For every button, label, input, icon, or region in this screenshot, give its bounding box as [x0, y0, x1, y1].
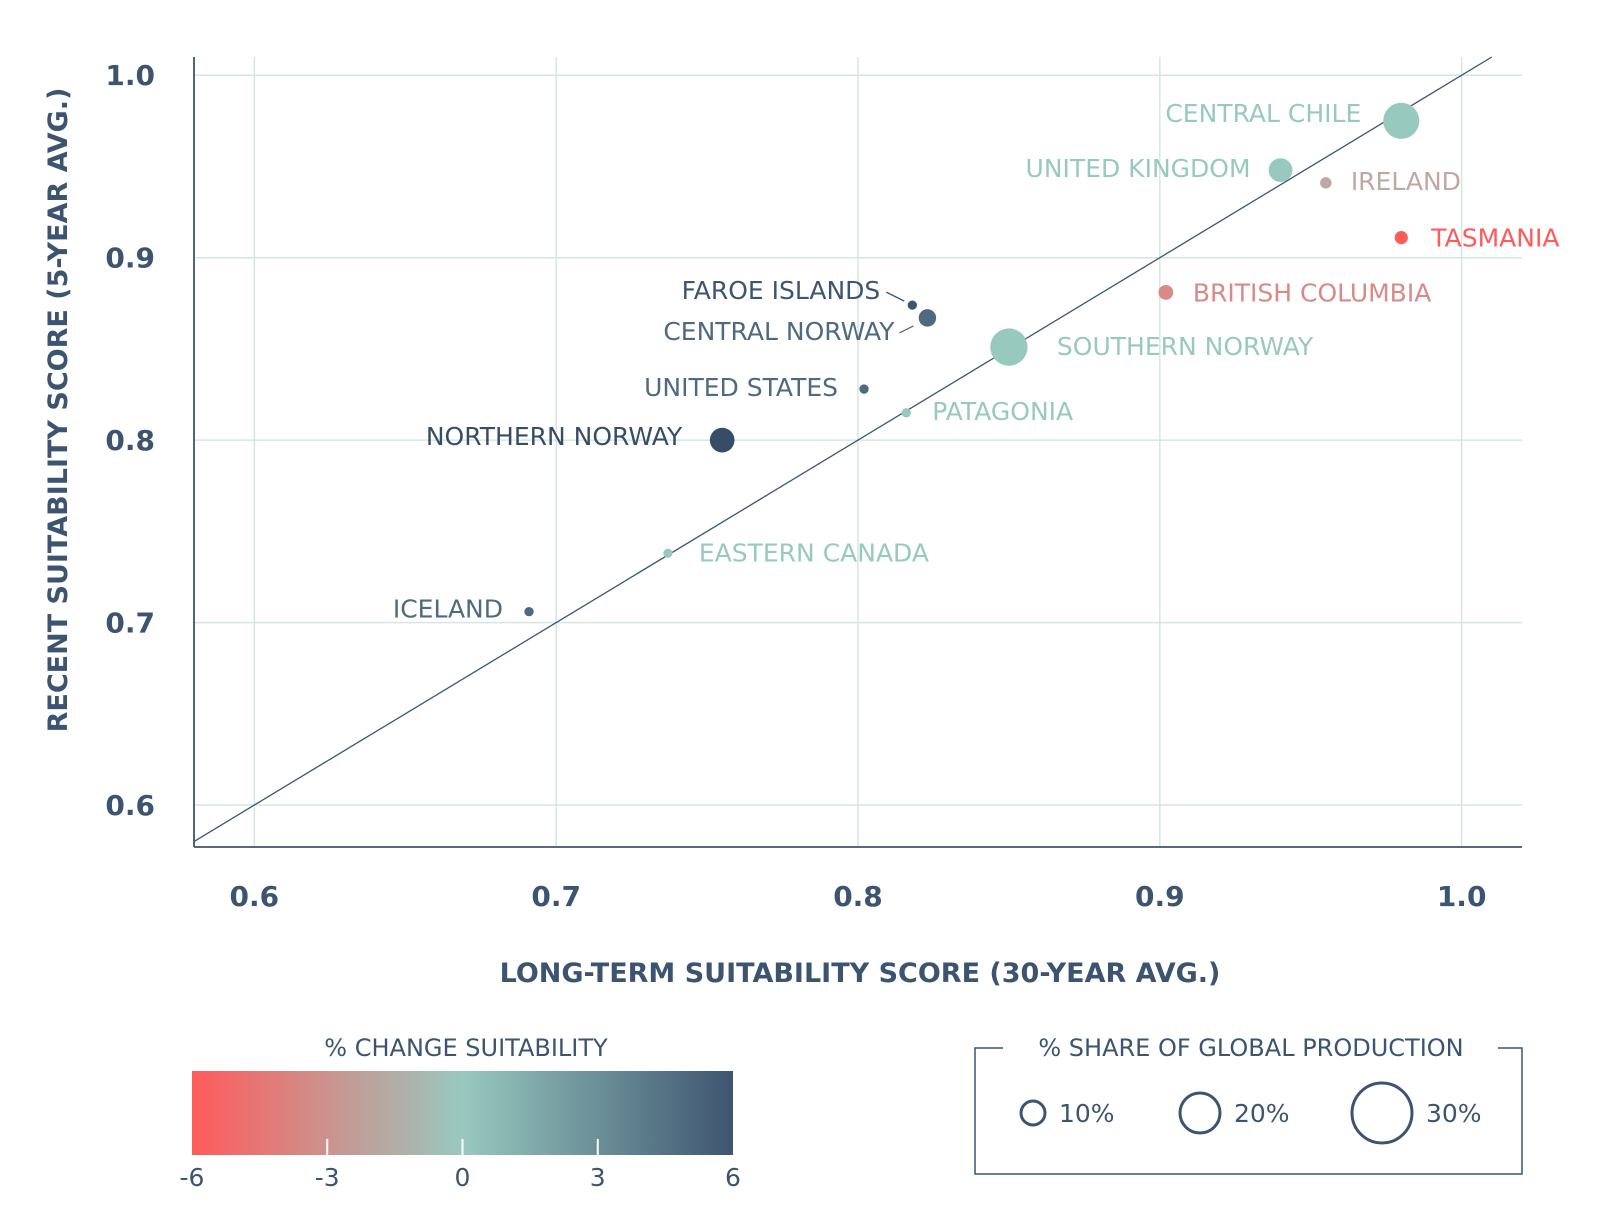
- point-labels: CENTRAL CHILE UNITED KINGDOM IRELAND TASMAN…: [393, 99, 1560, 624]
- point-northern-norway: [709, 427, 735, 453]
- reference-line-layer: [193, 56, 1493, 843]
- label-southern-norway: SOUTHERN NORWAY: [1057, 332, 1314, 361]
- label-british-columbia: BRITISH COLUMBIA: [1193, 278, 1431, 307]
- color-legend-tick-label: 0: [455, 1163, 471, 1192]
- point-tasmania: [1394, 231, 1408, 245]
- color-legend-tick-label: 3: [590, 1163, 606, 1192]
- color-legend-title: % CHANGE SUITABILITY: [324, 1034, 608, 1062]
- x-tick-label: 0.8: [833, 880, 883, 913]
- point-ireland: [1320, 177, 1332, 189]
- point-eastern-canada: [663, 548, 673, 558]
- color-legend-tick-label: -3: [315, 1163, 340, 1192]
- label-central-chile: CENTRAL CHILE: [1165, 99, 1361, 128]
- size-legend-circle: [1178, 1091, 1222, 1135]
- y-tick-labels: 0.6 0.7 0.8 0.9 1.0: [105, 59, 155, 822]
- label-northern-norway: NORTHERN NORWAY: [426, 422, 683, 451]
- size-legend-items: 10% 20% 30%: [1019, 1081, 1482, 1145]
- point-patagonia: [901, 408, 911, 418]
- point-central-chile: [1383, 102, 1420, 139]
- y-tick-label: 0.8: [105, 424, 155, 457]
- y-axis-label: RECENT SUITABILITY SCORE (5-YEAR AVG.): [43, 88, 74, 733]
- size-legend-label: 30%: [1426, 1099, 1482, 1128]
- color-legend: % CHANGE SUITABILITY -6 -3 0 3 6: [180, 1034, 741, 1192]
- point-iceland: [524, 606, 534, 617]
- y-tick-label: 1.0: [105, 59, 155, 92]
- point-united-states: [859, 384, 869, 394]
- x-tick-label: 0.6: [230, 880, 280, 913]
- size-legend-label: 20%: [1234, 1099, 1290, 1128]
- color-legend-ticks: -6 -3 0 3 6: [180, 1139, 741, 1192]
- label-united-kingdom: UNITED KINGDOM: [1026, 154, 1251, 183]
- leader-line-central-norway: [899, 325, 914, 334]
- size-legend-circle: [1019, 1099, 1047, 1127]
- size-legend: % SHARE OF GLOBAL PRODUCTION 10% 20% 30%: [974, 1034, 1523, 1175]
- point-southern-norway: [990, 328, 1028, 366]
- size-legend-title: % SHARE OF GLOBAL PRODUCTION: [1038, 1034, 1463, 1062]
- point-united-kingdom: [1268, 158, 1293, 183]
- point-british-columbia: [1158, 284, 1174, 300]
- leader-line-faroe-islands: [886, 291, 905, 302]
- x-axis-label: LONG-TERM SUITABILITY SCORE (30-YEAR AVG…: [500, 958, 1221, 989]
- color-legend-tick-label: -6: [180, 1163, 205, 1192]
- x-tick-label: 0.7: [531, 880, 581, 913]
- y-tick-label: 0.6: [105, 789, 155, 822]
- x-tick-label: 0.9: [1135, 880, 1185, 913]
- size-legend-circle: [1350, 1081, 1414, 1145]
- label-iceland: ICELAND: [393, 595, 503, 624]
- size-legend-label: 10%: [1059, 1099, 1115, 1128]
- label-eastern-canada: EASTERN CANADA: [699, 538, 929, 567]
- point-central-norway: [918, 309, 937, 327]
- label-united-states: UNITED STATES: [644, 373, 838, 402]
- x-tick-label: 1.0: [1437, 880, 1487, 913]
- x-tick-labels: 0.6 0.7 0.8 0.9 1.0: [230, 880, 1487, 913]
- color-legend-tick-label: 6: [725, 1163, 741, 1192]
- reference-line: [193, 56, 1493, 843]
- label-central-norway: CENTRAL NORWAY: [663, 317, 895, 346]
- point-faroe-islands: [907, 300, 917, 310]
- size-legend-title-background: [1003, 1036, 1498, 1062]
- label-patagonia: PATAGONIA: [932, 397, 1073, 426]
- axes: [193, 57, 1522, 848]
- data-points: [524, 102, 1420, 617]
- label-ireland: IRELAND: [1351, 167, 1461, 196]
- label-faroe-islands: FAROE ISLANDS: [682, 276, 881, 305]
- y-tick-label: 0.9: [105, 242, 155, 275]
- label-tasmania: TASMANIA: [1430, 224, 1559, 253]
- grid-lines: [194, 57, 1522, 847]
- y-tick-label: 0.7: [105, 607, 155, 640]
